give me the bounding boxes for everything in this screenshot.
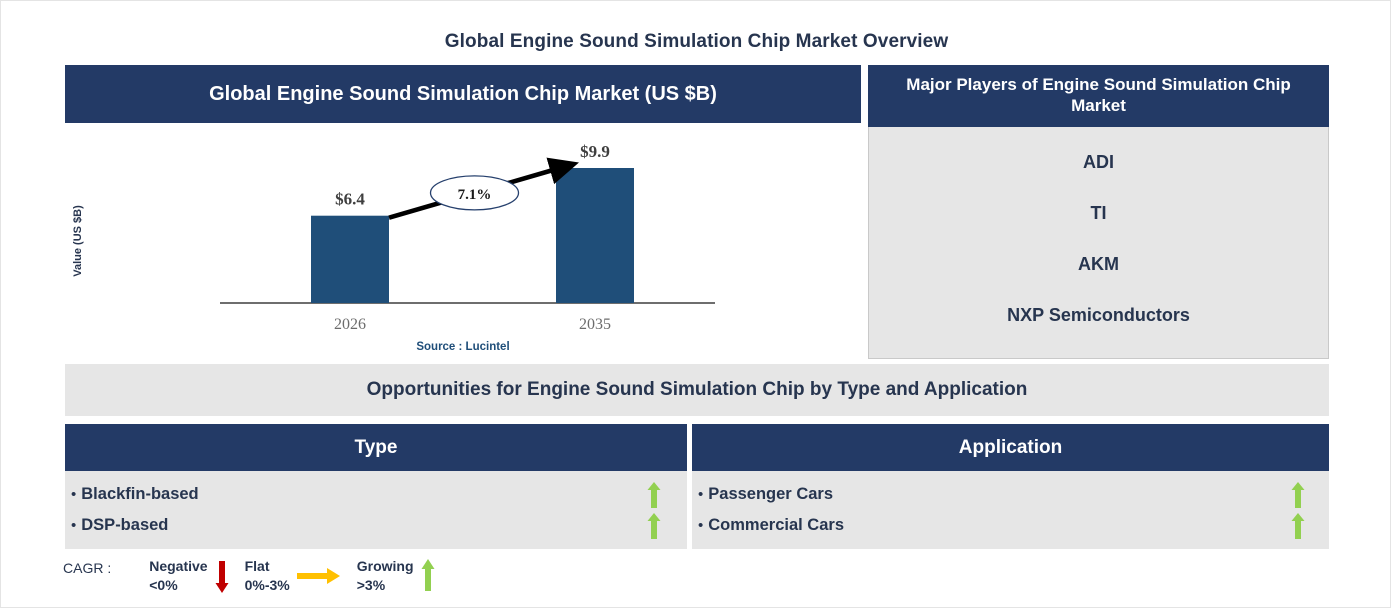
application-table-body: • Passenger Cars • Commercial Cars	[692, 471, 1329, 549]
page-title: Global Engine Sound Simulation Chip Mark…	[444, 31, 949, 52]
major-players-list: ADI TI AKM NXP Semiconductors	[869, 127, 1328, 357]
type-table-body: • Blackfin-based • DSP-based	[65, 471, 687, 549]
bullet-icon: •	[698, 517, 704, 534]
table-row: • Commercial Cars	[692, 510, 1329, 541]
legend-flat-range: 0%-3%	[244, 576, 290, 593]
application-row-label: Commercial Cars	[708, 516, 844, 534]
arrow-up-green-icon	[643, 481, 665, 508]
legend-growing-name: Growing	[356, 558, 414, 574]
cagr-legend-label: CAGR :	[63, 560, 112, 576]
chart-source: Source : Lucintel	[416, 341, 510, 353]
type-table: Type • Blackfin-based • DSP-based	[65, 424, 687, 549]
table-row: • DSP-based	[65, 510, 687, 541]
legend-growing-text: Growing >3%	[357, 557, 414, 595]
legend-entry-flat: Flat 0%-3%	[245, 557, 349, 595]
arrow-right-yellow-icon	[296, 557, 341, 595]
chart-svg: Value (US $B) $6.4 $9.9 2026 2035	[72, 142, 715, 333]
table-row: • Blackfin-based	[65, 479, 687, 510]
major-players-title: Major Players of Engine Sound Simulation…	[868, 65, 1329, 127]
x-tick-2035: 2035	[579, 316, 611, 333]
bar-value-label-2026: $6.4	[335, 190, 365, 209]
list-item: TI	[1090, 203, 1107, 223]
bar-2035	[556, 168, 634, 303]
application-table-header: Application	[692, 424, 1329, 471]
list-item: AKM	[1078, 254, 1119, 274]
arrow-up-green-icon	[1287, 512, 1309, 539]
legend-negative-range: <0%	[149, 576, 178, 593]
opportunities-tables: Type • Blackfin-based • DSP-based	[65, 424, 1329, 549]
cagr-legend: CAGR : Negative <0% Flat 0%-3% Growing >…	[63, 557, 451, 601]
arrow-up-green-icon	[643, 512, 665, 539]
y-axis-label: Value (US $B)	[72, 205, 84, 277]
opportunities-banner: Opportunities for Engine Sound Simulatio…	[65, 364, 1329, 416]
cagr-callout-value: 7.1%	[458, 187, 492, 203]
type-table-header: Type	[65, 424, 687, 471]
type-row-label: DSP-based	[81, 516, 169, 534]
legend-flat-name: Flat	[244, 558, 270, 574]
legend-entry-growing: Growing >3%	[357, 557, 443, 595]
arrow-down-red-icon	[215, 557, 229, 595]
type-row-label: Blackfin-based	[81, 485, 199, 503]
market-chart-title: Global Engine Sound Simulation Chip Mark…	[65, 65, 861, 123]
legend-growing-range: >3%	[356, 576, 386, 593]
list-item: ADI	[1083, 152, 1114, 172]
list-item: NXP Semiconductors	[1007, 305, 1190, 325]
x-tick-2026: 2026	[334, 316, 366, 333]
arrow-up-green-icon	[421, 557, 435, 595]
arrow-up-green-icon	[1287, 481, 1309, 508]
cagr-callout-ellipse	[429, 175, 520, 211]
market-chart-panel: Global Engine Sound Simulation Chip Mark…	[65, 65, 861, 359]
bullet-icon: •	[698, 486, 704, 503]
application-table: Application • Passenger Cars • Commercia…	[692, 424, 1329, 549]
legend-negative-name: Negative	[149, 558, 208, 574]
table-row: • Passenger Cars	[692, 479, 1329, 510]
bar-2026	[311, 215, 389, 303]
legend-entry-negative: Negative <0%	[149, 557, 236, 595]
bullet-icon: •	[71, 517, 77, 534]
legend-negative-text: Negative <0%	[149, 557, 207, 595]
major-players-panel: Major Players of Engine Sound Simulation…	[868, 65, 1329, 359]
bullet-icon: •	[71, 486, 77, 503]
legend-flat-text: Flat 0%-3%	[245, 557, 290, 595]
application-row-label: Passenger Cars	[708, 485, 834, 503]
bar-value-label-2035: $9.9	[580, 142, 610, 161]
market-bar-chart: Value (US $B) $6.4 $9.9 2026 2035	[65, 123, 861, 359]
top-row: Global Engine Sound Simulation Chip Mark…	[65, 65, 1329, 359]
